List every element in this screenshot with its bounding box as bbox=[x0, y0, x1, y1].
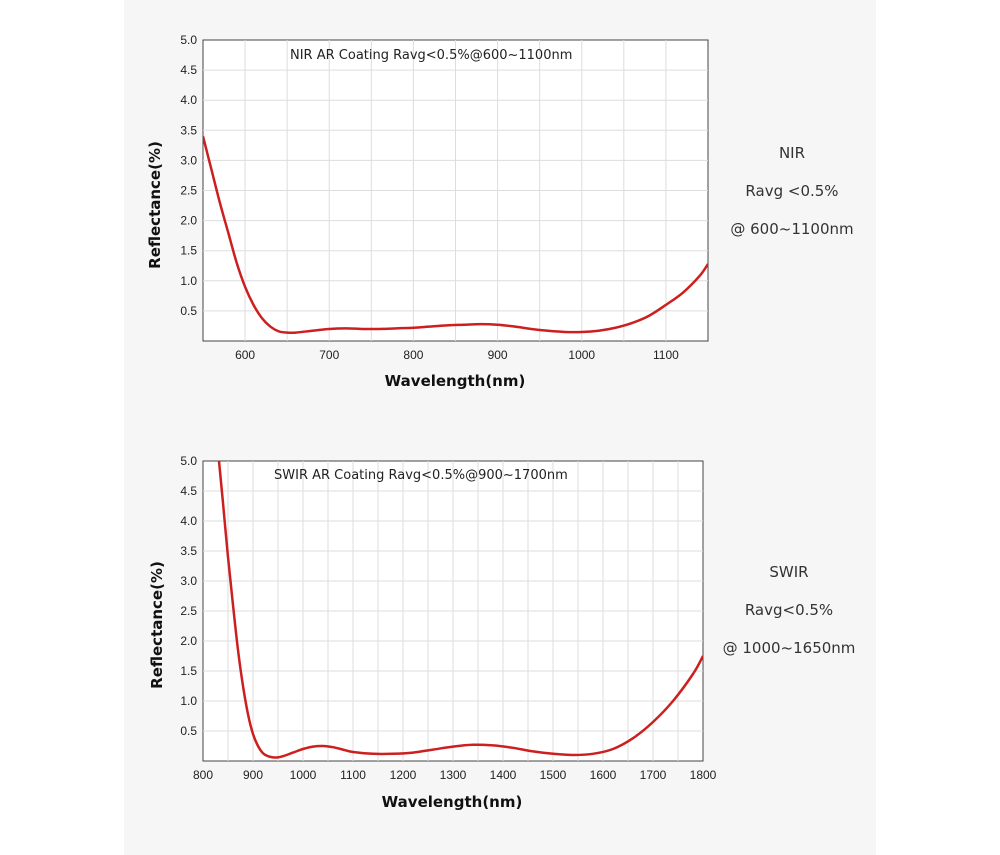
y-tick-label: 1.5 bbox=[180, 664, 197, 678]
y-tick-label: 4.5 bbox=[180, 484, 197, 498]
x-tick-label: 1500 bbox=[540, 768, 567, 782]
x-tick-label: 1100 bbox=[340, 768, 366, 782]
y-tick-label: 3.0 bbox=[180, 153, 197, 167]
y-tick-label: 3.0 bbox=[180, 574, 197, 588]
y-axis-title: Reflectance(%) bbox=[148, 561, 166, 689]
x-tick-label: 1100 bbox=[653, 348, 679, 362]
chart-title: NIR AR Coating Ravg<0.5%@600~1100nm bbox=[290, 48, 572, 63]
x-tick-label: 1600 bbox=[590, 768, 617, 782]
y-tick-labels: 0.5 1.0 1.5 2.0 2.5 3.0 3.5 4.0 4.5 5.0 bbox=[180, 454, 197, 738]
y-tick-label: 5.0 bbox=[180, 33, 197, 47]
reflectance-curve bbox=[203, 136, 708, 335]
nir-ravg-label: Ravg <0.5% bbox=[745, 182, 839, 200]
y-tick-label: 3.5 bbox=[180, 544, 197, 558]
x-tick-label: 1200 bbox=[390, 768, 417, 782]
y-tick-label: 0.5 bbox=[180, 724, 197, 738]
x-tick-labels: 600 700 800 900 1000 1100 bbox=[235, 348, 679, 362]
grid-lines bbox=[203, 40, 708, 341]
x-tick-label: 1300 bbox=[440, 768, 467, 782]
x-tick-label: 900 bbox=[488, 348, 508, 362]
y-tick-label: 1.0 bbox=[180, 274, 197, 288]
y-tick-labels: 0.5 1.0 1.5 2.0 2.5 3.0 3.5 4.0 4.5 5.0 bbox=[180, 33, 197, 318]
y-tick-label: 0.5 bbox=[180, 304, 197, 318]
chart-title: SWIR AR Coating Ravg<0.5%@900~1700nm bbox=[274, 468, 568, 483]
x-tick-label: 600 bbox=[235, 348, 255, 362]
y-tick-label: 4.0 bbox=[180, 514, 197, 528]
y-tick-label: 4.5 bbox=[180, 63, 197, 77]
y-axis-title: Reflectance(%) bbox=[146, 141, 164, 269]
y-tick-label: 3.5 bbox=[180, 123, 197, 137]
nir-range-label: @ 600~1100nm bbox=[730, 220, 854, 238]
y-tick-label: 2.5 bbox=[180, 604, 197, 618]
y-tick-label: 4.0 bbox=[180, 93, 197, 107]
x-tick-label: 1700 bbox=[640, 768, 667, 782]
x-tick-label: 900 bbox=[243, 768, 263, 782]
x-tick-label: 800 bbox=[193, 768, 213, 782]
reflectance-curve bbox=[217, 461, 703, 759]
x-tick-label: 1800 bbox=[690, 768, 717, 782]
nir-label: NIR bbox=[778, 144, 806, 162]
nir-reflectance-chart: 600 700 800 900 1000 1100 0.5 1.0 1.5 2.0 2.5 3.0 3… bbox=[146, 33, 709, 390]
x-tick-label: 800 bbox=[403, 348, 423, 362]
swir-range-label: @ 1000~1650nm bbox=[722, 639, 856, 657]
x-tick-label: 700 bbox=[319, 348, 339, 362]
y-tick-label: 2.0 bbox=[180, 634, 197, 648]
x-tick-labels: 800 900 1000 1100 1200 1300 1400 1500 1600 1700 18… bbox=[193, 768, 717, 782]
x-tick-label: 1000 bbox=[568, 348, 595, 362]
x-axis-title: Wavelength(nm) bbox=[385, 372, 526, 390]
y-tick-label: 1.0 bbox=[180, 694, 197, 708]
y-tick-label: 2.0 bbox=[180, 214, 197, 228]
x-tick-label: 1400 bbox=[490, 768, 517, 782]
x-axis-title: Wavelength(nm) bbox=[382, 793, 523, 811]
y-tick-label: 1.5 bbox=[180, 244, 197, 258]
grid-lines bbox=[203, 461, 703, 761]
x-tick-label: 1000 bbox=[290, 768, 317, 782]
y-tick-label: 2.5 bbox=[180, 184, 197, 198]
y-tick-label: 5.0 bbox=[180, 454, 197, 468]
swir-ravg-label: Ravg<0.5% bbox=[744, 601, 834, 619]
swir-label: SWIR bbox=[769, 563, 809, 581]
